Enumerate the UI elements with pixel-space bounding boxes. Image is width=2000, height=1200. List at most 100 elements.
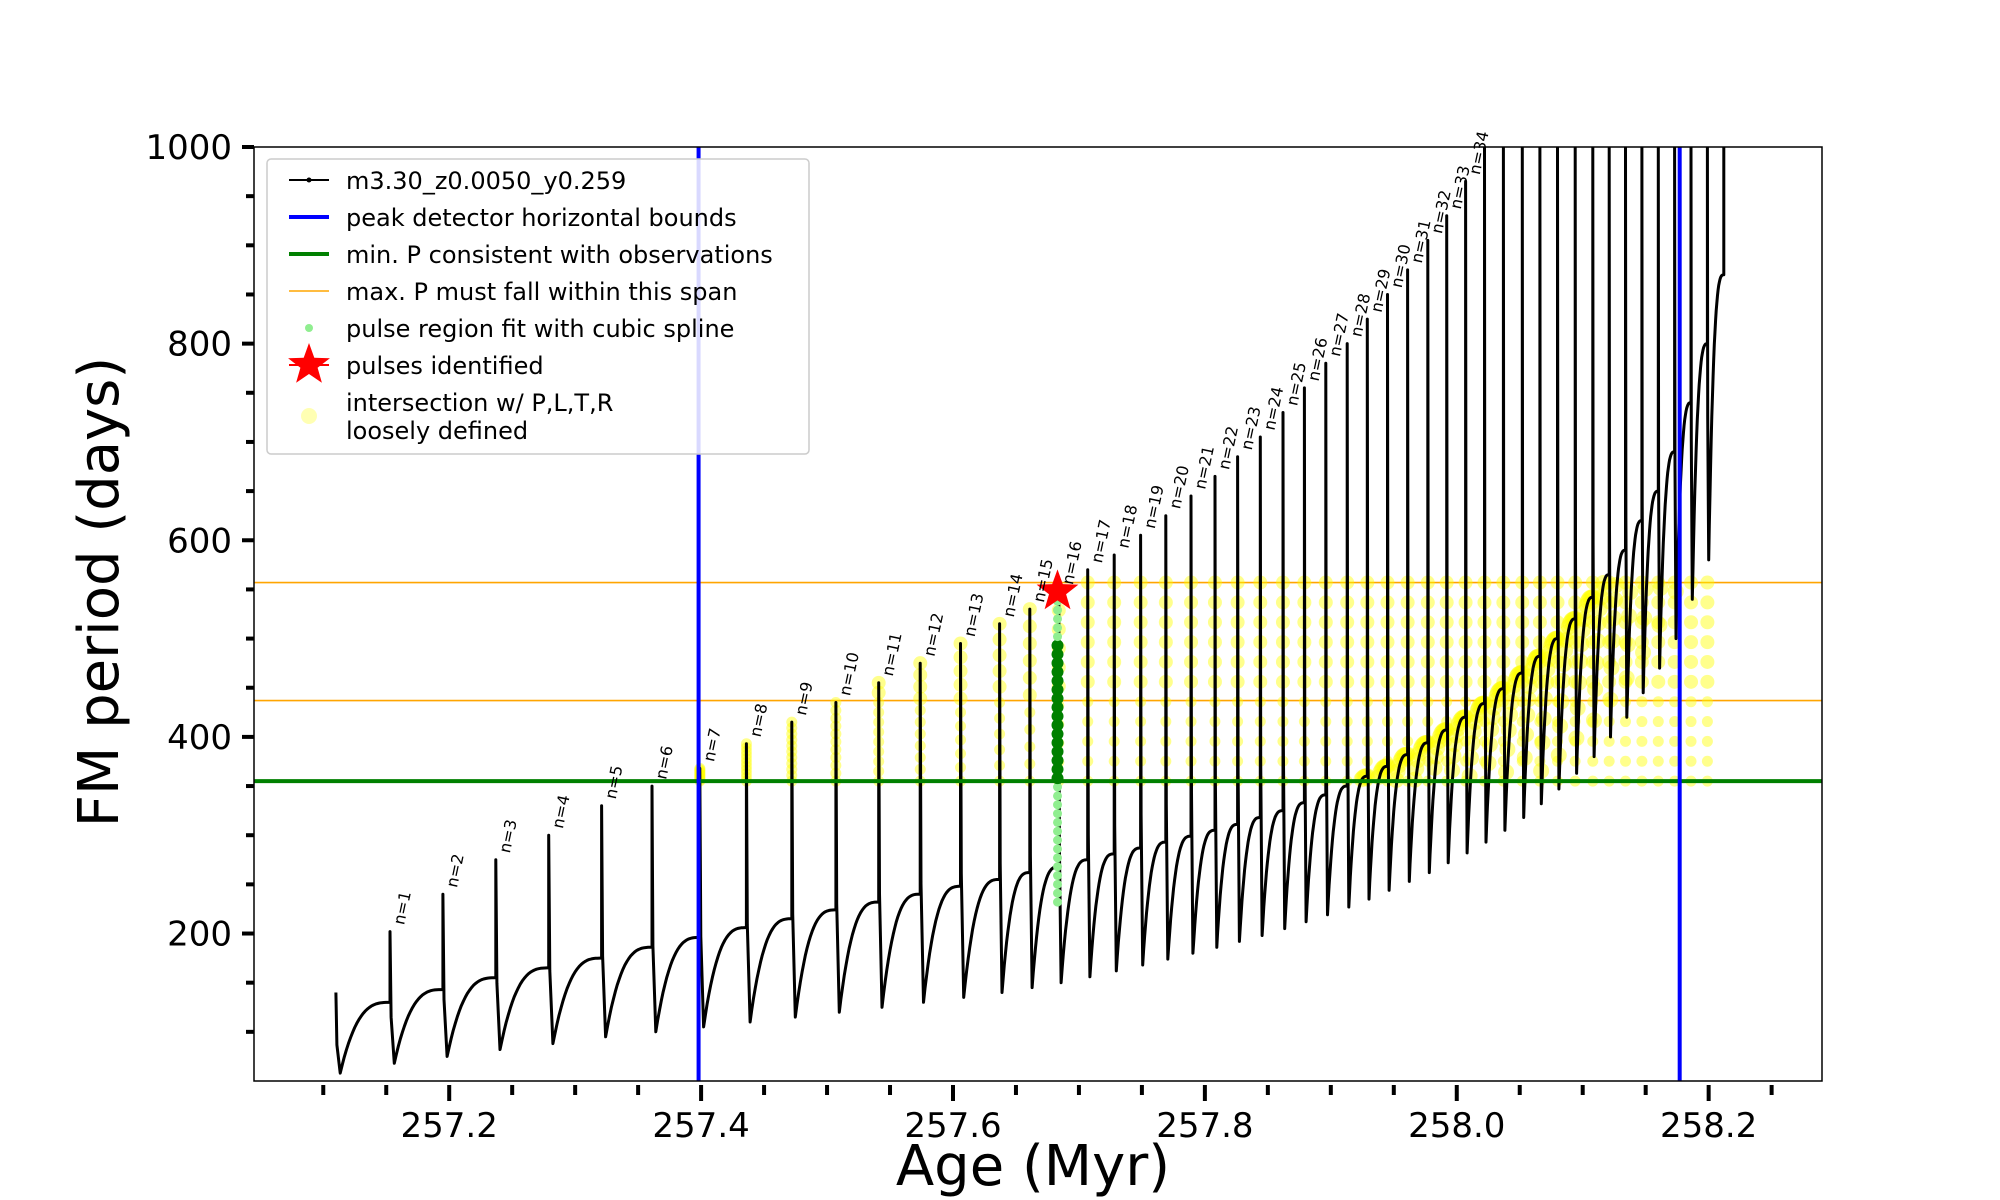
spline-point <box>1051 674 1064 687</box>
intersection-marker <box>1636 735 1648 747</box>
intersection-marker <box>1636 696 1648 708</box>
plot-area <box>254 147 1822 1081</box>
intersection-marker <box>1652 735 1664 747</box>
spline-point <box>1053 853 1063 863</box>
legend-label: peak detector horizontal bounds <box>346 204 737 232</box>
pulse-label: n=7 <box>699 726 725 763</box>
spline-point <box>1051 701 1064 714</box>
y-tick-label: 600 <box>167 521 232 561</box>
pulse-label: n=10 <box>835 650 863 697</box>
legend-entry: max. P must fall within this span <box>289 278 737 306</box>
pulse-label: n=12 <box>920 611 948 658</box>
intersection-marker <box>1587 755 1599 767</box>
intersection-marker <box>1620 735 1632 747</box>
spline-point <box>1053 800 1063 810</box>
spline-point <box>1053 623 1063 633</box>
spline-region <box>1051 587 1064 907</box>
spline-point <box>1053 888 1063 898</box>
intersection-marker <box>1669 755 1681 767</box>
intersection-marker <box>1669 696 1681 708</box>
intersection-marker <box>1684 635 1699 650</box>
intersection-marker <box>1652 755 1664 767</box>
intersection-marker <box>1652 716 1664 728</box>
pulse-label: n=20 <box>1165 464 1193 511</box>
x-tick-label: 257.6 <box>904 1106 1001 1146</box>
spline-point <box>1053 835 1063 845</box>
spline-point <box>1051 692 1064 705</box>
y-axis-title: FM period (days) <box>67 357 132 827</box>
spline-point <box>1053 817 1063 827</box>
x-tick-label: 258.2 <box>1660 1106 1757 1146</box>
intersection-marker <box>1700 635 1715 650</box>
intersection-marker <box>1701 696 1713 708</box>
spline-point <box>1051 683 1064 696</box>
spline-point <box>1053 826 1063 836</box>
x-axis-title: Age (Myr) <box>896 1134 1170 1199</box>
intersection-marker <box>1620 755 1632 767</box>
spline-point <box>1053 791 1063 801</box>
intersection-marker <box>1620 716 1632 728</box>
legend-label: pulse region fit with cubic spline <box>346 315 734 343</box>
intersection-marker <box>1684 595 1699 610</box>
spline-point <box>1053 897 1063 907</box>
legend-swatch-circle <box>301 408 317 424</box>
intersection-marker <box>1685 755 1697 767</box>
legend-entry: m3.30_z0.0050_y0.259 <box>289 167 626 195</box>
spline-point <box>1053 632 1063 642</box>
spline-point <box>1053 871 1063 881</box>
legend-swatch-dot <box>305 324 313 332</box>
pulse-label: n=5 <box>601 764 627 801</box>
legend-entry: peak detector horizontal bounds <box>289 204 737 232</box>
spline-point <box>1053 844 1063 854</box>
legend-swatch-dot <box>306 177 312 183</box>
intersection-marker <box>1700 595 1715 610</box>
intersection-marker <box>1636 716 1648 728</box>
legend-entry: min. P consistent with observations <box>289 241 773 269</box>
plot-frame <box>253 146 1823 1082</box>
legend-label: min. P consistent with observations <box>346 241 773 269</box>
spline-point <box>1051 648 1064 661</box>
legend-swatch-star <box>288 343 330 383</box>
legend-label: intersection w/ P,L,T,R <box>346 389 613 417</box>
pulse-label: n=3 <box>495 818 521 855</box>
legend-frame <box>266 158 810 455</box>
intersection-marker <box>1701 755 1713 767</box>
spline-point <box>1051 754 1064 767</box>
intersection-marker <box>1700 575 1715 590</box>
legend-label: pulses identified <box>346 352 544 380</box>
intersection-marker <box>1685 716 1697 728</box>
legend-label: m3.30_z0.0050_y0.259 <box>346 167 626 195</box>
legend-entry: pulses identified <box>288 343 544 383</box>
spline-point <box>1053 879 1063 889</box>
pulse-label: n=18 <box>1114 503 1142 550</box>
pulse-label: n=13 <box>960 591 988 638</box>
spline-point <box>1053 782 1063 792</box>
intersection-marker <box>1652 696 1664 708</box>
axes-layer: 200 400 600 800 1000 257.2 257.4 257.6 257.8 258.… <box>145 128 1823 1146</box>
intersection-marker <box>1684 674 1699 689</box>
spline-point <box>1051 719 1064 732</box>
spline-point <box>1053 605 1063 615</box>
legend-entry: pulse region fit with cubic spline <box>305 315 734 343</box>
x-tick-label: 257.4 <box>652 1106 749 1146</box>
intersection-marker <box>1685 735 1697 747</box>
y-tick-label: 1000 <box>145 128 232 168</box>
intersection-marker <box>1669 716 1681 728</box>
spline-point <box>1051 727 1064 740</box>
intersection-marker <box>1700 615 1715 630</box>
intersection-marker <box>1669 735 1681 747</box>
spline-point <box>1053 809 1063 819</box>
spline-point <box>1051 763 1064 776</box>
y-tick-label: 800 <box>167 325 232 365</box>
pulse-label: n=2 <box>442 852 468 889</box>
spline-point <box>1051 657 1064 670</box>
intersection-marker <box>1684 615 1699 630</box>
intersection-marker <box>1603 755 1615 767</box>
intersection-marker <box>1636 755 1648 767</box>
identified-pulse-star <box>1036 569 1079 610</box>
y-tick-label: 400 <box>167 718 232 758</box>
spline-point <box>1051 639 1064 652</box>
